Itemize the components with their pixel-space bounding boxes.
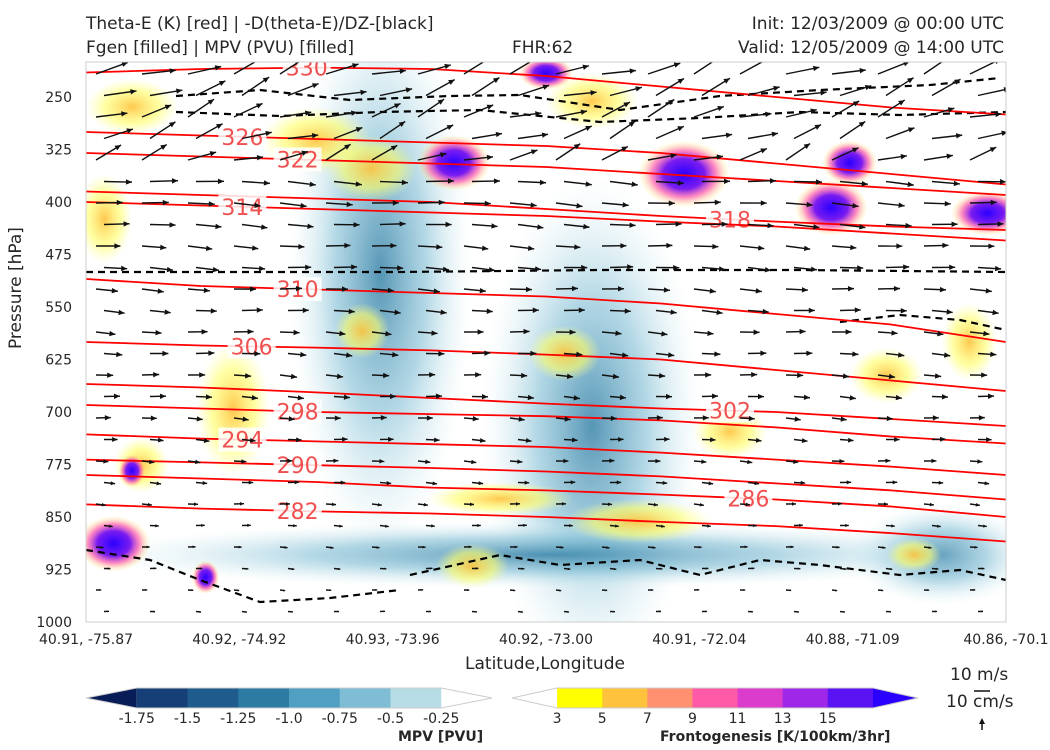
mpv-colorbar-swatch [136, 688, 188, 708]
dtheta-dz-contours [86, 76, 1006, 604]
mpv-colorbar-tick: -1.75 [119, 711, 155, 727]
x-tick-label: 40.91, -72.04 [652, 632, 746, 648]
fgen-colorbar-swatch [872, 688, 918, 708]
y-tick-label: 1000 [36, 615, 72, 631]
fgen-colorbar-tick: 7 [643, 711, 652, 727]
x-tick-labels: 40.91, -75.87 40.92, -74.92 40.93, -73.96 4… [39, 632, 1049, 648]
mpv-colorbar-label: MPV [PVU] [398, 729, 484, 745]
y-axis-label: Pressure [hPa] [6, 227, 26, 350]
forecast-hour: FHR:62 [512, 38, 574, 58]
mpv-colorbar-swatch [238, 688, 290, 708]
title-line-2: Fgen [filled] | MPV (PVU) [filled] [86, 38, 355, 58]
fgen-colorbar-label: Frontogenesis [K/100km/3hr] [660, 729, 891, 745]
x-tick-label: 40.92, -73.00 [499, 632, 593, 648]
theta-e-contour-label: 290 [277, 454, 319, 479]
x-tick-label: 40.86, -70.1 [963, 632, 1048, 648]
fgen-colorbar-swatch [782, 688, 829, 708]
fgen-colorbar-swatch [692, 688, 739, 708]
y-tick-label: 550 [45, 300, 72, 316]
x-axis-label: Latitude,Longitude [465, 654, 625, 674]
y-tick-label: 250 [45, 90, 72, 106]
title-line-1: Theta-E (K) [red] | -D(theta-E)/DZ-[blac… [86, 14, 434, 34]
mpv-colorbar-swatch [187, 688, 239, 708]
y-tick-label: 700 [45, 405, 72, 421]
mpv-colorbar-tick: -1.0 [275, 711, 302, 727]
mpv-colorbar-tick: -0.5 [377, 711, 404, 727]
y-tick-label: 925 [45, 563, 72, 579]
fgen-colorbar-swatch [557, 688, 603, 708]
theta-e-contour-label: 298 [277, 400, 319, 425]
vector-key-horizontal: 10 m/s [950, 665, 1009, 685]
theta-e-contour-label: 306 [231, 335, 273, 360]
y-tick-label: 325 [45, 143, 72, 159]
mpv-colorbar-swatch [86, 688, 137, 708]
theta-e-contours: 330326322318314310306302298294290286282 [86, 57, 1006, 543]
vector-key-vertical: 10 cm/s [946, 692, 1014, 712]
mpv-colorbar-swatch [289, 688, 341, 708]
y-tick-label: 625 [45, 353, 72, 369]
y-tick-label: 475 [45, 248, 72, 264]
theta-e-contour-label: 286 [727, 487, 769, 512]
valid-time: Valid: 12/05/2009 @ 14:00 UTC [738, 38, 1004, 58]
fgen-colorbar-tick: 3 [553, 711, 562, 727]
fgen-colorbar-swatch [827, 688, 874, 708]
fgen-colorbar-swatch [602, 688, 648, 708]
fgen-colorbar-tick: 11 [729, 711, 747, 727]
theta-e-contour-label: 314 [221, 196, 263, 221]
y-tick-label: 400 [45, 195, 72, 211]
y-tick-label: 850 [45, 510, 72, 526]
theta-e-contour-label: 322 [277, 148, 319, 173]
fgen-colorbar-tick: 15 [819, 711, 837, 727]
fgen-colorbar-swatch [512, 688, 558, 708]
init-time: Init: 12/03/2009 @ 00:00 UTC [751, 14, 1004, 34]
colorbars: -1.75 -1.5 -1.25 -1.0 -0.75 -0.5 -0.25 3 5 7 9 11 13… [85, 687, 990, 730]
theta-e-contour-label: 294 [221, 429, 263, 454]
fgen-colorbar-tick: 13 [774, 711, 792, 727]
fgen-colorbar-swatch [647, 688, 693, 708]
filled-fields [86, 62, 1006, 622]
mpv-colorbar-tick: -0.25 [423, 711, 459, 727]
plot-frame [85, 61, 1007, 623]
theta-e-contour-label: 330 [286, 57, 328, 82]
fgen-colorbar-tick: 5 [598, 711, 607, 727]
fgen-colorbar-tick: 9 [688, 711, 697, 727]
x-tick-label: 40.93, -73.96 [346, 632, 440, 648]
mpv-colorbar-swatch [441, 688, 492, 708]
wind-vectors [95, 62, 1006, 613]
fgen-colorbar-swatch [737, 688, 784, 708]
mpv-colorbar-tick: -1.5 [174, 711, 201, 727]
theta-e-contour-label: 318 [709, 208, 751, 233]
y-tick-label: 775 [45, 458, 72, 474]
mpv-colorbar-swatch [390, 688, 442, 708]
x-tick-label: 40.88, -71.09 [806, 632, 900, 648]
theta-e-contour-label: 302 [709, 400, 751, 425]
x-tick-label: 40.91, -75.87 [39, 632, 133, 648]
mpv-colorbar-swatch [339, 688, 391, 708]
y-tick-labels: 250 325 400 475 550 625 700 775 850 925 1000 [36, 90, 72, 631]
mpv-colorbar-tick: -1.25 [220, 711, 256, 727]
mpv-colorbar-tick: -0.75 [322, 711, 358, 727]
x-tick-label: 40.92, -74.92 [192, 632, 286, 648]
